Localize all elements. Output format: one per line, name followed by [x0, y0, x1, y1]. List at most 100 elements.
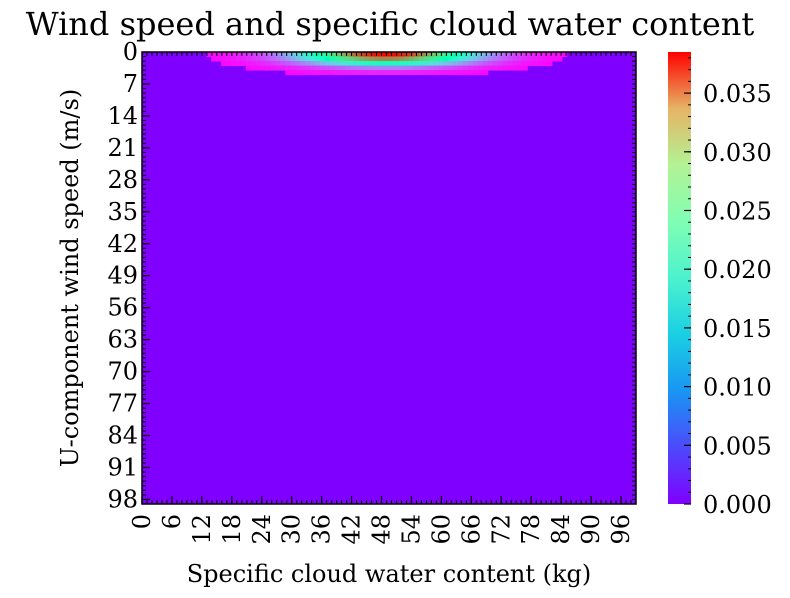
x-tick-label: 42 [338, 514, 366, 545]
heatmap-cell [270, 65, 276, 71]
heatmap-cell [319, 61, 326, 67]
heatmap-cell [255, 65, 262, 71]
heatmap-cell [359, 65, 365, 71]
heatmap-cell [433, 61, 439, 67]
heatmap-cell [309, 70, 316, 76]
heatmap-cell [393, 70, 400, 76]
heatmap-cell [472, 56, 479, 62]
heatmap-cell [285, 70, 291, 76]
y-tick-label: 28 [107, 166, 138, 194]
heatmap-cell [477, 65, 484, 71]
heatmap-cell [314, 56, 321, 62]
heatmap-cell [423, 56, 430, 62]
colorbar-tick-label: 0.030 [703, 139, 772, 167]
heatmap-cell [497, 52, 504, 58]
heatmap-cell [482, 65, 489, 71]
x-tick-label: 0 [128, 514, 156, 529]
colorbar-tick-label: 0.015 [703, 315, 772, 343]
heatmap-cell [492, 61, 499, 67]
heatmap-cell [458, 61, 464, 67]
y-tick-label: 84 [107, 422, 138, 450]
heatmap-cell [413, 61, 420, 67]
heatmap-cell [458, 70, 464, 76]
heatmap-cell [403, 61, 410, 67]
heatmap-cell [408, 65, 415, 71]
heatmap-cell [354, 70, 360, 76]
heatmap-cell [542, 61, 548, 67]
heatmap-cell [344, 52, 350, 58]
colorbar-tick-label: 0.035 [703, 80, 772, 108]
heatmap-cell [285, 52, 291, 58]
heatmap-cell [542, 56, 548, 62]
heatmap-cell [403, 56, 410, 62]
heatmap-cell [270, 52, 276, 58]
heatmap-cell [453, 56, 459, 62]
heatmap-cell [384, 65, 390, 71]
heatmap-cell [522, 52, 528, 58]
heatmap-cell [389, 61, 395, 67]
heatmap-cell [364, 56, 370, 62]
heatmap-cell [512, 52, 518, 58]
y-tick-label: 21 [107, 134, 138, 162]
heatmap-cell [250, 61, 257, 67]
heatmap-cell [492, 65, 499, 71]
heatmap-cell [290, 70, 296, 76]
heatmap-cell [260, 52, 266, 58]
heatmap-cell [275, 52, 281, 58]
heatmap-cell [354, 52, 360, 58]
heatmap-cell [433, 70, 439, 76]
heatmap-cell [300, 56, 306, 62]
heatmap-cell [398, 70, 405, 76]
heatmap-cell [275, 61, 281, 67]
heatmap-cell [448, 56, 454, 62]
heatmap-cell [393, 56, 400, 62]
heatmap-cell [403, 70, 410, 76]
heatmap-cell [280, 61, 286, 67]
heatmap-cell [211, 52, 217, 58]
heatmap-cell [349, 61, 355, 67]
y-tick-label: 49 [107, 262, 138, 290]
colorbar-tick-label: 0.000 [703, 491, 772, 519]
x-tick-label: 36 [308, 514, 336, 545]
x-tick-label: 84 [547, 514, 575, 545]
heatmap-cell [295, 56, 301, 62]
heatmap-cell [413, 65, 420, 71]
heatmap-cell [468, 52, 474, 58]
y-tick-label: 77 [107, 390, 138, 418]
heatmap-cell [305, 52, 311, 58]
heatmap-cell [314, 70, 321, 76]
heatmap-cell [225, 52, 232, 58]
heatmap-cell [300, 65, 306, 71]
plot-frame [141, 51, 637, 505]
heatmap-cell [295, 61, 301, 67]
x-tick-label: 30 [278, 514, 306, 545]
heatmap-cell [344, 56, 350, 62]
heatmap-cell [250, 52, 257, 58]
heatmap-cell [216, 56, 222, 62]
heatmap-cell [240, 52, 247, 58]
heatmap-cell [403, 65, 410, 71]
heatmap-cell [235, 52, 242, 58]
heatmap-cell [324, 56, 331, 62]
heatmap-cell [517, 61, 523, 67]
heatmap-cell [522, 61, 528, 67]
y-axis-ticks: 0 7 14 21 28 35 42 49 56 63 70 77 84 91 98 [107, 38, 636, 513]
heatmap-cell [482, 61, 489, 67]
heatmap-cell [255, 61, 262, 67]
y-tick-label: 56 [107, 294, 138, 322]
heatmap-cell [527, 52, 533, 58]
heatmap-cell [324, 70, 331, 76]
heatmap-cell [245, 61, 252, 67]
heatmap-cell [225, 61, 232, 67]
heatmap-cell [255, 56, 262, 62]
heatmap-cell [517, 52, 523, 58]
heatmap-cell [290, 61, 296, 67]
heatmap-plot-area: 0 6 12 18 24 30 36 42 48 54 60 66 72 78 84 90 96 0714212… [107, 38, 637, 545]
colorbar-tick-label: 0.010 [703, 374, 772, 402]
heatmap-cell [502, 65, 509, 71]
heatmap-cell [334, 70, 341, 76]
heatmap-cell [487, 61, 494, 67]
y-tick-label: 42 [107, 230, 138, 258]
heatmap-cell [389, 65, 395, 71]
